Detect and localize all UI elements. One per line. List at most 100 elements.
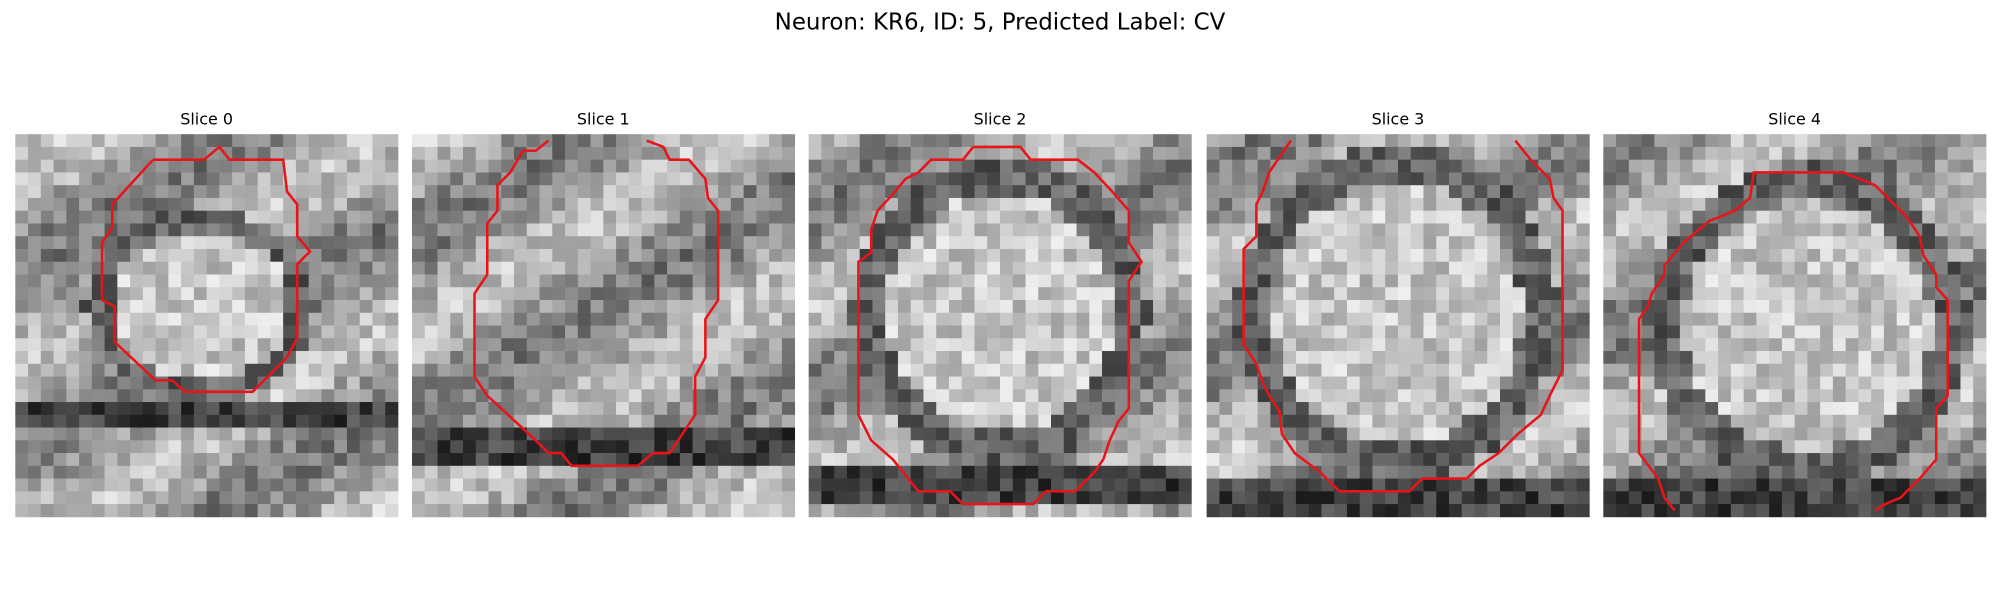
pixel xyxy=(142,491,156,505)
pixel xyxy=(756,338,770,352)
pixel xyxy=(15,197,29,212)
pixel xyxy=(53,300,67,314)
pixel xyxy=(1140,504,1154,518)
pixel xyxy=(411,300,426,314)
pixel xyxy=(552,210,566,224)
pixel xyxy=(1051,261,1065,275)
pixel xyxy=(1576,376,1590,390)
pixel xyxy=(974,491,988,505)
pixel xyxy=(308,261,322,275)
pixel xyxy=(1909,248,1923,263)
pixel xyxy=(1922,504,1936,518)
pixel xyxy=(1705,491,1719,505)
pixel xyxy=(1641,491,1655,505)
pixel xyxy=(821,363,835,377)
pixel xyxy=(232,414,246,428)
pixel xyxy=(321,287,335,301)
pixel xyxy=(66,185,80,199)
contour xyxy=(473,139,720,468)
pixel xyxy=(1538,440,1552,454)
pixel xyxy=(769,287,783,301)
pixel xyxy=(1909,414,1923,428)
pixel xyxy=(846,402,861,416)
pixel xyxy=(385,465,399,479)
pixel xyxy=(104,427,118,441)
pixel xyxy=(1832,274,1847,288)
pixel xyxy=(28,465,42,479)
pixel xyxy=(104,261,118,275)
pixel xyxy=(66,134,80,148)
pixel xyxy=(1858,134,1872,148)
pixel xyxy=(539,236,553,250)
pixel xyxy=(168,491,182,505)
pixel xyxy=(130,338,144,352)
pixel xyxy=(552,236,566,250)
pixel xyxy=(1012,389,1026,403)
pixel xyxy=(769,402,783,416)
pixel xyxy=(705,146,719,161)
pixel xyxy=(28,427,42,441)
pixel xyxy=(1883,402,1898,416)
pixel xyxy=(411,223,426,237)
pixel xyxy=(1960,197,1974,212)
pixel xyxy=(1832,414,1847,428)
pixel xyxy=(1051,159,1065,173)
pixel xyxy=(40,465,54,479)
pixel xyxy=(743,134,757,148)
pixel xyxy=(1423,146,1437,161)
pixel xyxy=(808,338,822,352)
pixel xyxy=(1346,300,1361,314)
pixel xyxy=(1436,504,1450,518)
pixel xyxy=(1769,274,1783,288)
pixel xyxy=(616,440,630,454)
pixel xyxy=(1641,312,1655,326)
pixel xyxy=(346,504,361,518)
pixel xyxy=(1359,325,1373,339)
pixel xyxy=(257,478,271,492)
pixel xyxy=(974,134,988,148)
pixel xyxy=(206,261,220,275)
pixel xyxy=(321,300,335,314)
pixel xyxy=(718,338,732,352)
pixel xyxy=(539,261,553,275)
pixel xyxy=(1410,389,1424,403)
pixel xyxy=(1012,491,1026,505)
pixel xyxy=(372,159,386,173)
pixel xyxy=(1756,274,1770,288)
pixel xyxy=(1563,159,1577,173)
pixel xyxy=(66,376,80,390)
pixel xyxy=(1871,159,1885,173)
pixel xyxy=(501,248,515,263)
pixel xyxy=(346,414,361,428)
pixel xyxy=(1794,287,1808,301)
pixel xyxy=(859,389,873,403)
pixel xyxy=(616,287,630,301)
pixel xyxy=(1448,261,1463,275)
pixel xyxy=(1474,146,1488,161)
pixel xyxy=(616,300,630,314)
pixel xyxy=(232,185,246,199)
pixel xyxy=(885,363,899,377)
pixel xyxy=(1461,312,1475,326)
pixel xyxy=(565,351,579,365)
pixel xyxy=(1474,363,1488,377)
pixel xyxy=(1206,287,1220,301)
pixel xyxy=(1909,363,1923,377)
pixel xyxy=(679,465,693,479)
pixel xyxy=(1153,504,1167,518)
pixel xyxy=(232,465,246,479)
pixel xyxy=(821,274,835,288)
pixel xyxy=(987,478,1001,492)
pixel xyxy=(923,223,937,237)
pixel xyxy=(1089,363,1103,377)
pixel xyxy=(1397,261,1412,275)
pixel xyxy=(1832,427,1847,441)
pixel xyxy=(1397,287,1412,301)
pixel xyxy=(206,210,220,224)
pixel xyxy=(1114,376,1128,390)
pixel xyxy=(308,312,322,326)
pixel xyxy=(692,172,706,186)
pixel xyxy=(705,338,719,352)
pixel xyxy=(1257,274,1271,288)
pixel xyxy=(781,197,796,212)
